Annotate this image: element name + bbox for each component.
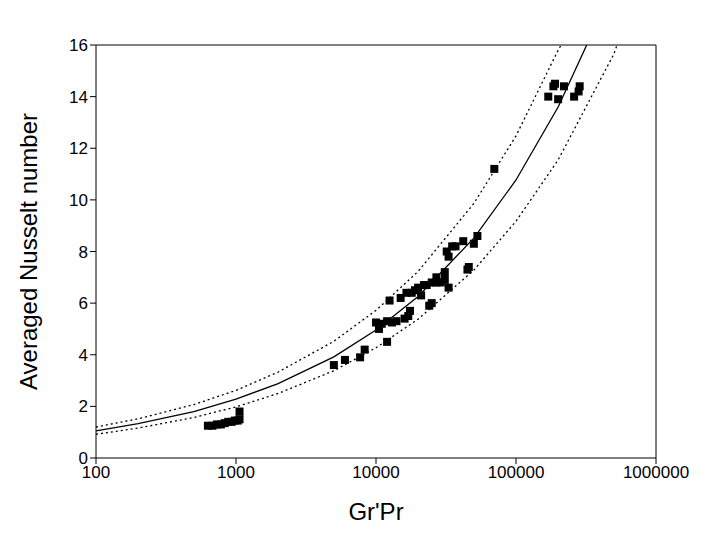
- svg-text:10000: 10000: [352, 463, 399, 482]
- svg-text:4: 4: [79, 346, 88, 365]
- svg-text:10: 10: [69, 191, 88, 210]
- svg-text:Averaged Nusselt number: Averaged Nusselt number: [15, 113, 42, 390]
- svg-text:0: 0: [79, 449, 88, 468]
- svg-text:14: 14: [69, 88, 88, 107]
- svg-text:12: 12: [69, 139, 88, 158]
- svg-text:1000: 1000: [217, 463, 255, 482]
- svg-text:6: 6: [79, 294, 88, 313]
- svg-text:1000000: 1000000: [623, 463, 689, 482]
- svg-text:16: 16: [69, 36, 88, 55]
- svg-text:100000: 100000: [488, 463, 545, 482]
- svg-text:100: 100: [81, 463, 111, 483]
- svg-text:Gr'Pr: Gr'Pr: [348, 498, 403, 525]
- svg-text:2: 2: [79, 397, 88, 416]
- svg-text:8: 8: [79, 243, 88, 262]
